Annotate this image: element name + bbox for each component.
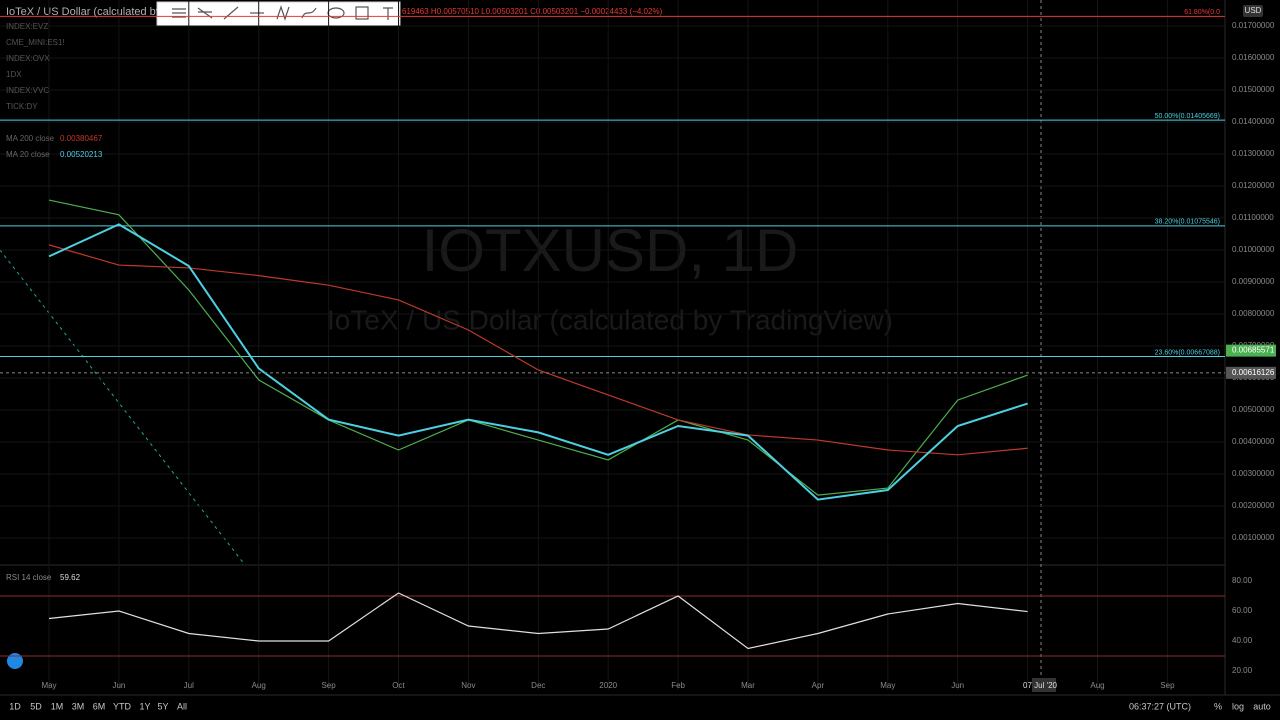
x-tick-label: Sep xyxy=(321,681,336,690)
price-tag xyxy=(1226,344,1276,357)
y-tick-label: 60.00 xyxy=(1232,606,1253,615)
watermark-subtitle: IoTeX / US Dollar (calculated by Trading… xyxy=(327,304,893,335)
tool-trend[interactable] xyxy=(223,6,239,20)
fib-label: 38.20%(0.01075546) xyxy=(1155,219,1220,226)
series-line xyxy=(48,592,1028,650)
legend-value: 0.00380467 xyxy=(60,134,103,143)
overlay-label: CME_MINI:ES1! xyxy=(6,38,65,47)
fib-label: 23.60%(0.00667088) xyxy=(1155,349,1220,356)
series-line xyxy=(48,199,1028,496)
y-tick-label: 40.00 xyxy=(1232,636,1253,645)
overlay-label: 1DX xyxy=(6,70,22,79)
x-tick-label: Dec xyxy=(531,681,545,690)
rsi-title: RSI 14 close xyxy=(6,573,52,582)
y-tick-label: 0.00200000 xyxy=(1232,501,1275,510)
fib-label: 61.80%(0.0 xyxy=(1184,9,1220,16)
x-tick-label: May xyxy=(880,681,895,690)
x-tick-label: May xyxy=(41,681,56,690)
y-tick-label: 0.01300000 xyxy=(1232,149,1275,158)
symbol-title: IoTeX / US Dollar (calculated by xyxy=(6,6,162,18)
y-tick-label: 0.01100000 xyxy=(1232,213,1274,222)
x-tick-label: Apr xyxy=(812,681,825,690)
x-tick-label: Mar xyxy=(741,681,755,690)
x-tick-label: Nov xyxy=(461,681,475,690)
overlay-label: INDEX:VVC xyxy=(6,86,49,95)
y-tick-label: 0.00900000 xyxy=(1232,277,1275,286)
x-tick-label: Jul xyxy=(184,681,194,690)
rsi-value: 59.62 xyxy=(60,573,81,582)
range-button[interactable]: 5Y xyxy=(157,701,168,711)
y-tick-label: 0.01000000 xyxy=(1232,245,1275,254)
cursor-date: 07 Jul '20 xyxy=(1023,681,1058,690)
logo[interactable] xyxy=(7,653,23,669)
x-tick-label: Jun xyxy=(951,681,964,690)
x-tick-label: Feb xyxy=(671,681,685,690)
x-tick-label: Jun xyxy=(112,681,125,690)
currency: USD xyxy=(1245,6,1262,15)
fib-label: 50.00%(0.01405669) xyxy=(1155,113,1220,120)
legend-name: MA 20 close xyxy=(6,150,50,159)
range-button[interactable]: 1Y xyxy=(139,701,150,711)
legend-name: MA 200 close xyxy=(6,134,55,143)
tool-pattern[interactable] xyxy=(276,5,290,21)
series-line xyxy=(48,223,1028,501)
y-tick-label: 0.00300000 xyxy=(1232,469,1275,478)
y-tick-label: 0.01400000 xyxy=(1232,117,1275,126)
tool-text[interactable] xyxy=(383,7,393,20)
range-button[interactable]: YTD xyxy=(113,701,132,711)
price-tag-label: 0.00685571 xyxy=(1232,346,1275,355)
currency-badge[interactable] xyxy=(1243,5,1263,17)
tool-ellipse[interactable] xyxy=(327,7,345,19)
x-tick-label: Oct xyxy=(392,681,405,690)
y-tick-label: 80.00 xyxy=(1232,576,1253,585)
y-tick-label: 20.00 xyxy=(1232,666,1253,675)
y-tick-label: 0.01600000 xyxy=(1232,53,1275,62)
price-tag xyxy=(1226,366,1276,379)
range-button[interactable]: 5D xyxy=(30,701,42,711)
overlay-label: INDEX:OVX xyxy=(6,54,50,63)
range-button[interactable]: 3M xyxy=(72,701,85,711)
y-tick-label: 0.00800000 xyxy=(1232,309,1275,318)
range-button[interactable]: 1D xyxy=(9,701,21,711)
x-tick-label: Aug xyxy=(1090,681,1104,690)
y-tick-label: 0.01200000 xyxy=(1232,181,1275,190)
x-tick-label: Aug xyxy=(252,681,266,690)
series-line xyxy=(48,244,1028,456)
tool-rect[interactable] xyxy=(355,6,369,20)
y-tick-label: 0.00400000 xyxy=(1232,437,1275,446)
scale-option[interactable]: % xyxy=(1214,701,1222,711)
y-tick-label: 0.00100000 xyxy=(1232,533,1275,542)
ohlc: 619463 H0.00570510 L0.00503201 C0.005032… xyxy=(402,7,663,16)
range-button[interactable]: 6M xyxy=(93,701,106,711)
x-tick-label: 2020 xyxy=(599,681,617,690)
overlay-label: INDEX:EVZ xyxy=(6,22,48,31)
tool-lines[interactable] xyxy=(172,8,186,18)
price-tag-label: 0.00616126 xyxy=(1232,368,1275,377)
x-tick-label: Sep xyxy=(1160,681,1175,690)
y-tick-label: 0.00500000 xyxy=(1232,405,1275,414)
legend-value: 0.00520213 xyxy=(60,150,103,159)
scale-option[interactable]: auto xyxy=(1253,701,1271,711)
cursor-date-bg xyxy=(1032,678,1056,692)
range-button[interactable]: 1M xyxy=(51,701,64,711)
overlay-label: TICK:DY xyxy=(6,102,38,111)
y-tick-label: 0.01500000 xyxy=(1232,85,1275,94)
y-tick-label: 0.01700000 xyxy=(1232,21,1275,30)
clock: 06:37:27 (UTC) xyxy=(1129,701,1191,711)
range-button[interactable]: All xyxy=(177,701,187,711)
scale-option[interactable]: log xyxy=(1232,701,1244,711)
drawing-toolbar xyxy=(156,1,401,27)
